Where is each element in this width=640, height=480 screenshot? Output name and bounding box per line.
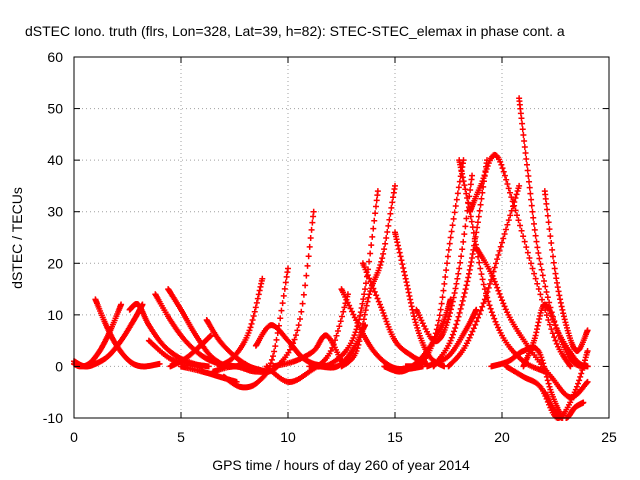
chart-title: dSTEC Iono. truth (flrs, Lon=328, Lat=39…: [25, 23, 565, 39]
series-arc30: [466, 151, 574, 370]
series-markers: [402, 157, 467, 370]
series-arc32: [488, 344, 565, 421]
y-tick-label: 60: [47, 49, 63, 65]
series-markers: [456, 157, 548, 375]
series-arc36: [541, 188, 591, 354]
series-arc08: [167, 332, 214, 370]
series-arc11: [216, 275, 266, 370]
x-tick-label: 10: [280, 429, 296, 445]
series-markers: [216, 275, 266, 370]
series-markers: [488, 344, 565, 421]
y-tick-label: 20: [47, 255, 63, 271]
series-markers: [270, 332, 345, 370]
y-tick-label: 0: [55, 358, 63, 374]
series-markers: [167, 332, 214, 370]
plot-frame: [73, 56, 610, 419]
y-axis-label: dSTEC / TECUs: [9, 187, 25, 289]
series-arc24: [402, 157, 467, 370]
series-markers: [541, 188, 591, 354]
x-tick-label: 25: [601, 429, 617, 445]
series-arc03: [92, 296, 163, 370]
series-markers: [473, 244, 591, 401]
series-arc35: [520, 301, 591, 370]
x-tick-label: 15: [387, 429, 403, 445]
data-series: [71, 95, 591, 421]
series-arc27: [430, 157, 491, 370]
series-markers: [92, 296, 163, 370]
axis-ticks: 0 5 10 15 20 25 -10 0 10 20 30 40 50 60: [43, 49, 617, 445]
series-arc28: [456, 157, 548, 375]
y-tick-label: 30: [47, 204, 63, 220]
series-markers: [430, 157, 491, 370]
x-tick-label: 0: [70, 429, 78, 445]
x-tick-label: 5: [177, 429, 185, 445]
series-arc31: [473, 244, 591, 401]
x-tick-label: 20: [494, 429, 510, 445]
y-tick-label: 50: [47, 101, 63, 117]
series-markers: [466, 151, 574, 370]
series-markers: [520, 301, 591, 370]
series-arc16: [270, 332, 345, 370]
y-tick-label: 10: [47, 307, 63, 323]
x-axis-label: GPS time / hours of day 260 of year 2014: [212, 457, 470, 473]
y-tick-label: -10: [43, 410, 63, 426]
y-tick-label: 40: [47, 152, 63, 168]
